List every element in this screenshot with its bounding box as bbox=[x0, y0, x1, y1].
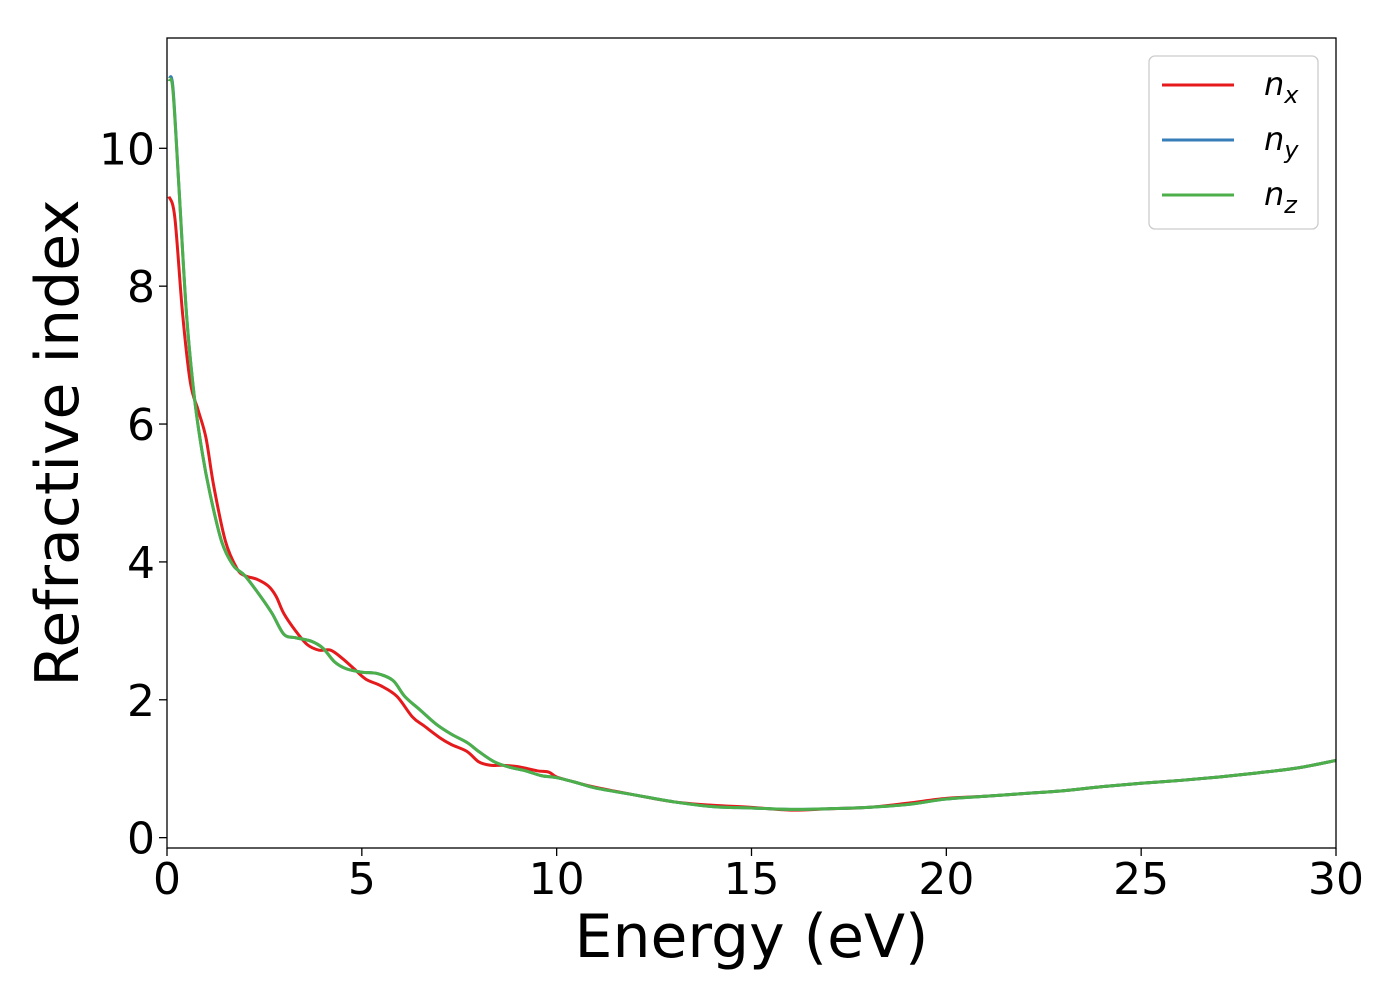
x-tick-label: 20 bbox=[918, 854, 974, 905]
y-tick-label: 6 bbox=[127, 400, 155, 451]
legend: nx ny nz bbox=[1148, 55, 1319, 230]
legend-label-x: nx bbox=[1264, 65, 1299, 109]
plot-area bbox=[167, 75, 1336, 812]
x-tick-label: 0 bbox=[153, 854, 181, 905]
series-line-z bbox=[167, 77, 1336, 811]
x-tick-label: 5 bbox=[348, 854, 376, 905]
legend-label-y: ny bbox=[1264, 120, 1299, 164]
y-axis-label: Refractive index bbox=[23, 199, 93, 686]
x-tick-label: 25 bbox=[1113, 854, 1169, 905]
x-axis-label: Energy (eV) bbox=[575, 902, 929, 972]
x-tick-label: 30 bbox=[1308, 854, 1364, 905]
legend-box bbox=[1148, 55, 1319, 230]
y-tick-label: 8 bbox=[127, 262, 155, 313]
legend-label-z: nz bbox=[1264, 175, 1298, 219]
y-tick-label: 2 bbox=[127, 676, 155, 727]
y-tick-label: 0 bbox=[127, 814, 155, 865]
x-tick-label: 15 bbox=[724, 854, 780, 905]
x-tick-label: 10 bbox=[529, 854, 585, 905]
y-tick-label: 4 bbox=[127, 538, 155, 589]
series-line-x bbox=[167, 195, 1336, 812]
y-tick-label: 10 bbox=[99, 124, 155, 175]
axis-ticks: 0 5 10 15 20 25 30 0 2 4 6 8 10 bbox=[99, 124, 1364, 905]
